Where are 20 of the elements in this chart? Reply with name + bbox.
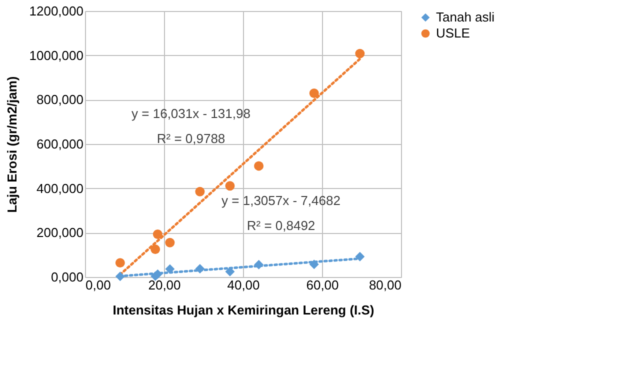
legend-label: Tanah asli <box>436 10 495 24</box>
annotation: y = 16,031x - 131,98 <box>132 106 250 121</box>
y-tick-label: 400,000 <box>36 180 84 196</box>
annotation: y = 1,3057x - 7,4682 <box>222 193 340 208</box>
y-tick-label: 0,000 <box>50 270 84 284</box>
x-tick-label: 80,00 <box>368 278 402 292</box>
y-tick-label: 800,000 <box>36 92 84 108</box>
y-tick-label: 1000,000 <box>29 48 84 63</box>
legend-label: USLE <box>436 26 470 40</box>
y-tick-label: 600,000 <box>36 136 84 152</box>
x-tick-label: 0,00 <box>86 278 111 292</box>
x-tick-label: 20,00 <box>148 278 181 292</box>
y-tick-label: 1200,000 <box>29 4 84 18</box>
annotation: R² = 0,8492 <box>246 218 316 233</box>
y-axis-title: Laju Erosi (gr/m2/jam) <box>4 76 20 213</box>
annotation: R² = 0,9788 <box>156 131 226 146</box>
y-tick-label: 200,000 <box>36 225 84 240</box>
x-axis-title: Intensitas Hujan x Kemiringan Lereng (I.S) <box>112 302 374 318</box>
x-tick-label: 40,00 <box>227 278 260 292</box>
x-tick-label: 60,00 <box>306 278 339 292</box>
